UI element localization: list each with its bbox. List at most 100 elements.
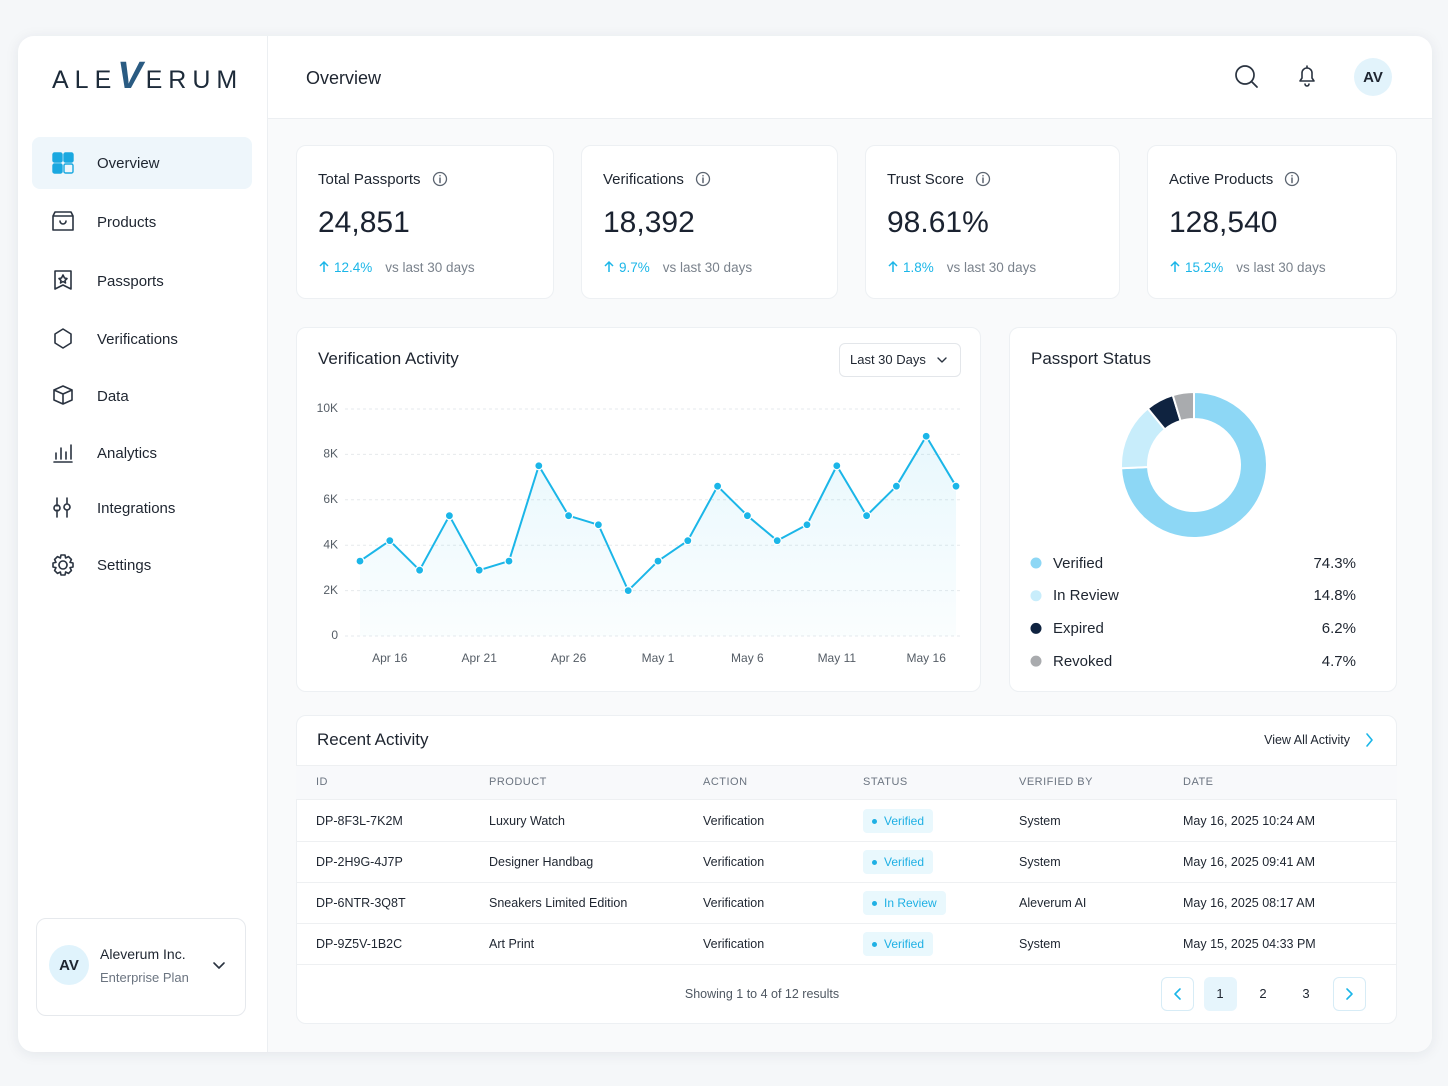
info-icon[interactable] xyxy=(695,171,711,187)
kpi-change-row: 1.8% vs last 30 days xyxy=(887,258,1036,276)
logo-part: ERUM xyxy=(145,66,244,94)
up-arrow xyxy=(319,260,329,272)
kpi-label: Active Products xyxy=(1169,168,1300,190)
info-circle xyxy=(1285,171,1300,187)
kpi-label-text: Verifications xyxy=(603,170,684,188)
column-header: DATE xyxy=(1183,775,1214,788)
row-divider xyxy=(296,841,1397,842)
column-header: VERIFIED BY xyxy=(1019,775,1093,788)
cell: May 16, 2025 08:17 AM xyxy=(1183,896,1316,910)
table-header xyxy=(296,765,1397,800)
status-pill: Verified xyxy=(863,932,934,956)
logo-part: ALE xyxy=(52,66,118,94)
cell: System xyxy=(1019,814,1061,828)
kpi-label-text: Total Passports xyxy=(318,170,421,188)
kpi-note: vs last 30 days xyxy=(1236,259,1326,275)
kpi-label: Verifications xyxy=(603,168,711,190)
info-circle xyxy=(695,171,711,187)
status-pill: Verified xyxy=(863,850,934,874)
up-arrow xyxy=(604,260,614,272)
status-dot xyxy=(872,941,877,947)
nav-item[interactable] xyxy=(32,137,252,189)
up-arrow xyxy=(1170,260,1180,272)
kpi-card xyxy=(865,145,1120,299)
header-avatar-text: AV xyxy=(1363,68,1383,86)
nav-label: Products xyxy=(97,213,157,231)
kpi-change-row: 15.2% vs last 30 days xyxy=(1169,258,1326,276)
kpi-change-row: 9.7% vs last 30 days xyxy=(603,258,752,276)
kpi-note: vs last 30 days xyxy=(946,259,1037,275)
row-divider xyxy=(296,964,1397,965)
up-arrow-path xyxy=(319,260,329,272)
legend-label: Expired xyxy=(1053,619,1104,637)
sidebar-divider xyxy=(267,36,268,1052)
legend-label: Revoked xyxy=(1053,652,1113,670)
column-header: ID xyxy=(316,775,328,788)
nav-label: Overview xyxy=(97,154,160,172)
legend-label: In Review xyxy=(1053,587,1119,605)
status-pill: Verified xyxy=(863,809,934,833)
cell: DP-8F3L-7K2M xyxy=(316,814,403,828)
page-number: 1 xyxy=(1216,986,1224,1001)
status-text: Verified xyxy=(884,937,925,951)
chart-title: Verification Activity xyxy=(318,349,459,368)
account-plan: Enterprise Plan xyxy=(100,970,189,985)
logo-part: V xyxy=(117,55,146,97)
cell: May 16, 2025 10:24 AM xyxy=(1183,814,1316,828)
column-header: ACTION xyxy=(703,775,748,788)
cell: Verification xyxy=(703,896,765,910)
cell: DP-9Z5V-1B2C xyxy=(316,937,403,951)
kpi-label: Total Passports xyxy=(318,168,448,190)
cell: Luxury Watch xyxy=(489,814,565,828)
nav-label: Settings xyxy=(97,556,152,574)
page-number: 3 xyxy=(1302,986,1310,1001)
legend-value: 14.8% xyxy=(1313,587,1356,605)
page-number: 2 xyxy=(1259,986,1267,1001)
account-avatar-text: AV xyxy=(59,956,79,974)
page-title: Overview xyxy=(306,67,382,88)
nav-label: Passports xyxy=(97,272,164,290)
kpi-card xyxy=(296,145,554,299)
view-all-link[interactable]: View All Activity xyxy=(1264,733,1350,747)
kpi-value: 98.61% xyxy=(887,206,989,239)
legend-value: 74.3% xyxy=(1313,554,1356,572)
info-circle xyxy=(975,171,991,187)
cell: Aleverum AI xyxy=(1019,896,1087,910)
info-icon[interactable] xyxy=(975,171,991,187)
header-avatar[interactable] xyxy=(1354,58,1392,96)
cell: Designer Handbag xyxy=(489,855,594,869)
up-arrow-path xyxy=(1170,260,1180,272)
kpi-label: Trust Score xyxy=(887,168,991,190)
nav-label: Integrations xyxy=(97,499,176,517)
activity-title: Recent Activity xyxy=(317,730,429,749)
table-footer: Showing 1 to 4 of 12 results xyxy=(684,987,840,1001)
kpi-note: vs last 30 days xyxy=(385,259,475,275)
account-avatar xyxy=(49,945,89,985)
kpi-value: 18,392 xyxy=(603,206,695,239)
logo: ALEVERUM xyxy=(52,52,243,100)
cell: May 15, 2025 04:33 PM xyxy=(1183,937,1316,951)
account-card[interactable] xyxy=(36,918,246,1016)
cell: System xyxy=(1019,855,1061,869)
kpi-change-row: 12.4% vs last 30 days xyxy=(318,258,475,276)
info-icon[interactable] xyxy=(1284,171,1300,187)
cell: Verification xyxy=(703,937,765,951)
status-text: Verified xyxy=(884,814,925,828)
page-button[interactable] xyxy=(1204,977,1237,1011)
cell: Verification xyxy=(703,855,765,869)
info-circle xyxy=(432,171,447,187)
status-dot xyxy=(872,859,877,865)
info-icon[interactable] xyxy=(432,171,448,187)
status-dot xyxy=(872,900,877,906)
nav-label: Data xyxy=(97,387,129,405)
nav-label: Verifications xyxy=(97,330,178,348)
cell: Verification xyxy=(703,814,765,828)
kpi-label-text: Active Products xyxy=(1169,170,1274,188)
cell: DP-6NTR-3Q8T xyxy=(316,896,406,910)
header-divider xyxy=(267,118,1432,119)
kpi-change: 15.2% xyxy=(1185,259,1224,275)
nav-label: Analytics xyxy=(97,444,158,462)
row-divider xyxy=(296,882,1397,883)
next-page[interactable] xyxy=(1333,977,1366,1011)
kpi-change: 1.8% xyxy=(903,259,934,275)
